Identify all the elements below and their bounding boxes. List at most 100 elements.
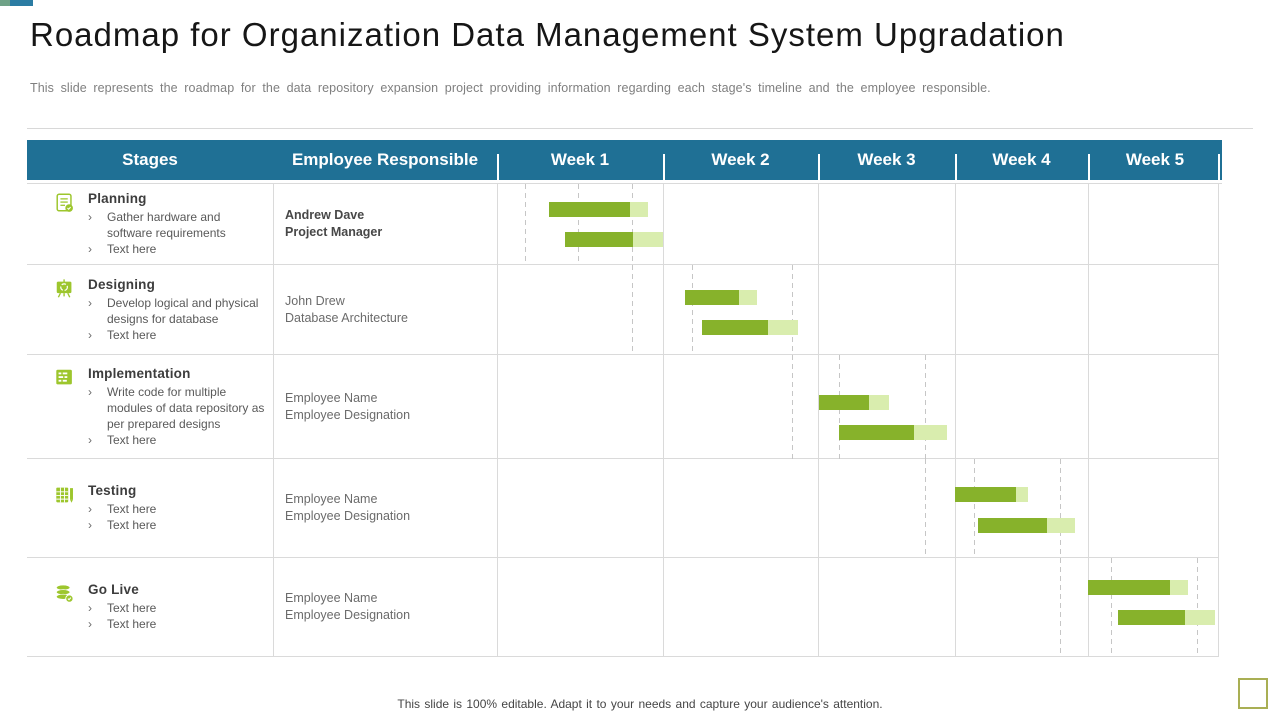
stage-title: Planning xyxy=(88,191,147,206)
test-checklist-icon xyxy=(54,484,76,506)
bullet-text: Text here xyxy=(107,617,157,631)
gantt-guide-line xyxy=(631,184,633,265)
column-grid-line xyxy=(273,184,274,657)
header-separator xyxy=(1088,154,1090,180)
employee-cell: Employee Name Employee Designation xyxy=(273,355,497,458)
table-row-designing: Designing › Develop logical and physical… xyxy=(27,265,1218,355)
bullet-text: Text here xyxy=(107,432,157,447)
clipboard-check-icon xyxy=(54,192,76,214)
gantt-bar-planning xyxy=(548,202,649,217)
deco-green-square xyxy=(0,0,10,6)
table-row-go-live: Go Live › Text here › Text here xyxy=(27,558,1218,657)
gantt-guide-line xyxy=(924,459,926,558)
gantt-bar-planning xyxy=(565,232,663,247)
table-header-row: Stages Employee Responsible Week 1 Week … xyxy=(27,140,1222,180)
gantt-guide-line xyxy=(1197,558,1199,657)
stage-bullet: › Write code for multiple modules of dat… xyxy=(88,384,268,432)
employee-name: Employee Name xyxy=(285,492,378,506)
column-grid-line xyxy=(818,184,819,657)
gantt-bar-designing xyxy=(701,320,798,335)
bullet-marker: › xyxy=(88,432,92,447)
gantt-bar-solid-segment xyxy=(548,202,630,217)
bullet-text: Text here xyxy=(107,601,157,615)
gantt-guide-line xyxy=(1111,558,1113,657)
bullet-marker: › xyxy=(88,502,92,516)
table-row-planning: Planning › Gather hardware and software … xyxy=(27,184,1218,265)
slide-subtitle: This slide represents the roadmap for th… xyxy=(30,81,991,95)
gantt-layer xyxy=(497,184,1218,657)
header-separator xyxy=(663,154,665,180)
stage-bullet: › Text here xyxy=(88,517,268,533)
stage-bullet: › Text here xyxy=(88,616,268,632)
employee-designation: Employee Designation xyxy=(285,608,411,622)
column-grid-line xyxy=(497,184,498,657)
bullet-text: Text here xyxy=(107,518,157,532)
gantt-bar-solid-segment xyxy=(819,395,869,410)
gantt-bar-solid-segment xyxy=(565,232,634,247)
employee-name: John Drew xyxy=(285,293,345,308)
column-header-week2: Week 2 xyxy=(711,150,770,169)
bullet-text: Write code for multiple modules of data … xyxy=(107,384,265,431)
employee-designation: Employee Designation xyxy=(285,407,411,422)
gantt-bar-solid-segment xyxy=(838,425,914,440)
divider-line xyxy=(27,128,1253,129)
employee-designation: Project Manager xyxy=(285,225,383,239)
gantt-bar-solid-segment xyxy=(701,320,769,335)
bullet-marker: › xyxy=(88,617,92,631)
bullet-text: Develop logical and physical designs for… xyxy=(107,295,259,326)
stage-bullet: › Gather hardware and software requireme… xyxy=(88,209,268,241)
table-row-testing: Testing › Text here › Text here xyxy=(27,459,1218,558)
column-grid-line xyxy=(1088,184,1089,657)
bullet-marker: › xyxy=(88,242,92,256)
stage-title: Go Live xyxy=(88,582,139,597)
stage-bullet: › Text here xyxy=(88,432,268,448)
stage-cell: Designing › Develop logical and physical… xyxy=(27,265,273,354)
gantt-bar-solid-segment xyxy=(1088,580,1170,595)
gantt-guide-line xyxy=(1060,459,1062,558)
bullet-marker: › xyxy=(88,210,92,224)
header-separator xyxy=(818,154,820,180)
column-header-week5: Week 5 xyxy=(1125,150,1185,169)
table-row-implementation: Implementation › Write code for multiple… xyxy=(27,355,1218,459)
deco-teal-bar xyxy=(10,0,33,6)
employee-designation: Employee Designation xyxy=(285,509,411,523)
gantt-bar-implementation xyxy=(838,425,947,440)
stage-bullet: › Text here xyxy=(88,241,268,257)
gantt-bar-solid-segment xyxy=(955,487,1017,502)
header-separator xyxy=(497,154,499,180)
stage-title: Designing xyxy=(88,276,156,292)
stage-bullet: › Text here xyxy=(88,600,268,616)
stage-title: Testing xyxy=(88,483,137,498)
column-grid-line xyxy=(1218,184,1219,657)
gantt-guide-line xyxy=(1060,558,1062,657)
stage-bullet: › Text here xyxy=(88,501,268,517)
stage-bullet: › Text here xyxy=(88,327,268,343)
gantt-bar-implementation xyxy=(819,395,890,410)
stage-cell: Go Live › Text here › Text here xyxy=(27,558,273,656)
stage-bullet: › Develop logical and physical designs f… xyxy=(88,295,268,327)
stage-title: Implementation xyxy=(88,365,191,381)
gantt-bar-solid-segment xyxy=(977,518,1047,533)
bullet-marker: › xyxy=(88,518,92,532)
stage-cell: Testing › Text here › Text here xyxy=(27,459,273,557)
column-grid-line xyxy=(663,184,664,657)
page-title: Roadmap for Organization Data Management… xyxy=(30,16,1065,53)
employee-cell: Employee Name Employee Designation xyxy=(273,558,497,656)
design-easel-icon xyxy=(54,278,76,300)
column-header-week1: Week 1 xyxy=(550,150,610,169)
employee-name: Employee Name xyxy=(285,390,378,405)
corner-outline-square xyxy=(1238,678,1268,709)
gantt-bar-solid-segment xyxy=(684,290,739,305)
bullet-marker: › xyxy=(88,327,92,342)
bullet-marker: › xyxy=(88,384,92,399)
employee-name: Andrew Dave xyxy=(285,208,365,222)
code-window-icon xyxy=(54,367,76,389)
gantt-bar-go-live xyxy=(1088,580,1189,595)
gantt-guide-line xyxy=(525,184,527,265)
header-separator xyxy=(1218,154,1220,180)
employee-cell: John Drew Database Architecture xyxy=(273,265,497,354)
gantt-guide-line xyxy=(973,459,975,558)
gantt-bar-designing xyxy=(684,290,758,305)
bullet-text: Text here xyxy=(107,327,157,342)
